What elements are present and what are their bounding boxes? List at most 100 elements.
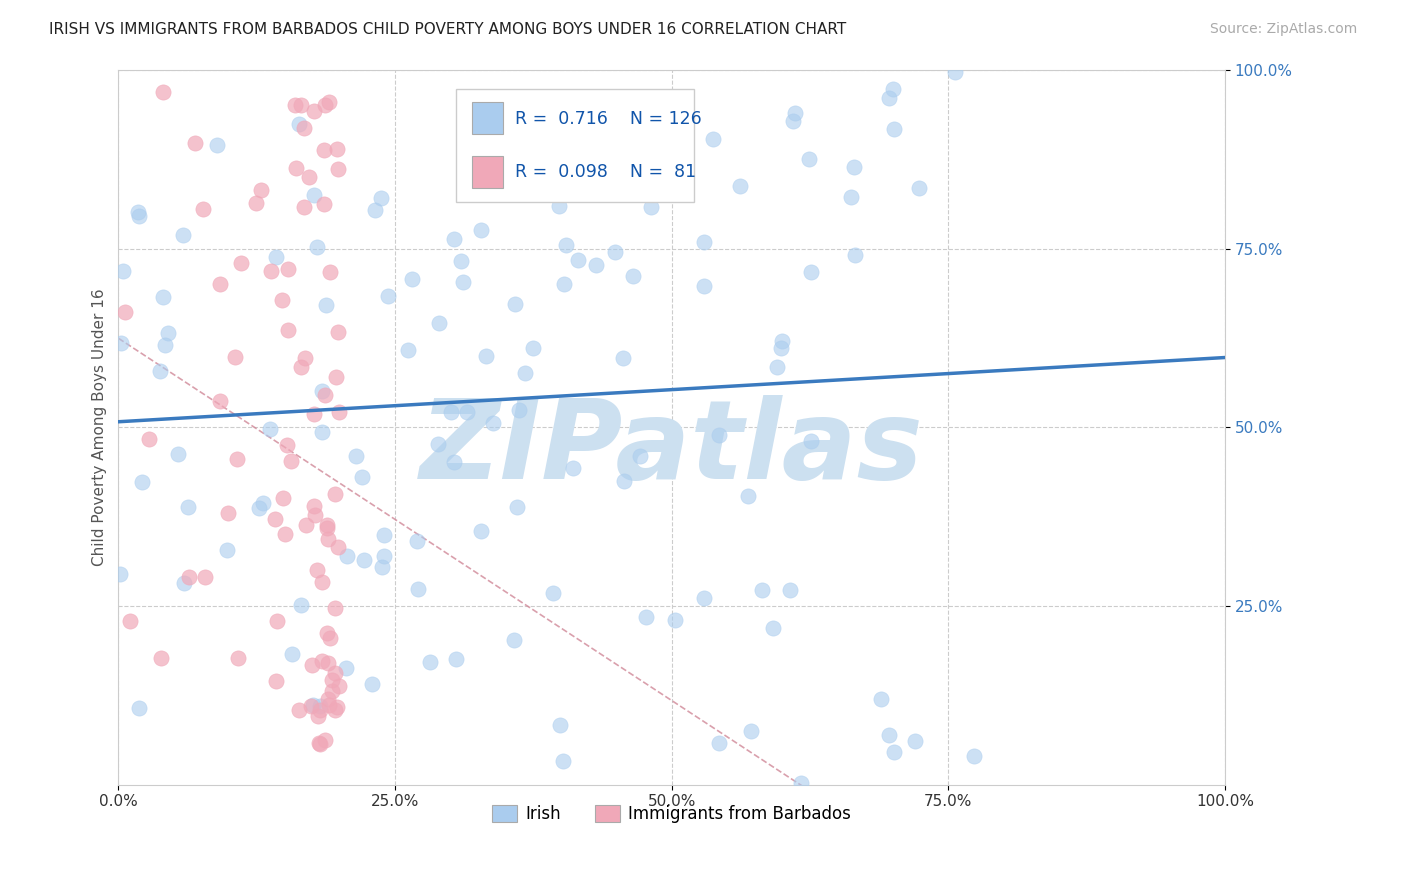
Point: [562, 460, 585, 475]
Point: [245, 196, 267, 211]
Point: [844, 248, 866, 262]
Point: [316, 532, 339, 546]
Point: [193, 202, 215, 217]
Point: [284, 97, 307, 112]
Point: [800, 265, 823, 279]
Point: [277, 262, 299, 277]
Point: [301, 657, 323, 672]
Point: [294, 351, 316, 365]
Point: [292, 200, 315, 214]
Point: [319, 265, 342, 279]
Point: [328, 679, 350, 693]
Point: [444, 652, 467, 666]
Point: [693, 235, 716, 249]
Point: [877, 728, 900, 742]
Point: [173, 576, 195, 591]
Point: [110, 335, 132, 350]
Point: [325, 369, 347, 384]
Point: [770, 334, 793, 348]
Point: [323, 665, 346, 680]
Point: [309, 703, 332, 717]
Point: [513, 366, 536, 380]
Point: [799, 152, 821, 166]
Point: [474, 349, 496, 363]
Point: [553, 754, 575, 768]
Point: [311, 384, 333, 398]
Point: [554, 238, 576, 252]
Point: [475, 145, 498, 160]
Point: [323, 487, 346, 501]
Point: [194, 569, 217, 583]
Point: [547, 199, 569, 213]
Point: [314, 98, 336, 112]
Point: [304, 508, 326, 523]
Point: [541, 586, 564, 600]
Point: [740, 724, 762, 739]
Point: [157, 326, 180, 340]
Point: [326, 162, 349, 177]
Point: [883, 122, 905, 136]
Point: [790, 776, 813, 790]
Point: [693, 279, 716, 293]
Point: [702, 131, 724, 145]
Point: [208, 393, 231, 408]
Point: [785, 105, 807, 120]
Point: [427, 316, 450, 330]
Point: [692, 591, 714, 605]
Point: [301, 698, 323, 712]
Point: [127, 204, 149, 219]
Point: [308, 736, 330, 750]
Point: [877, 90, 900, 104]
Point: [353, 553, 375, 567]
Point: [360, 677, 382, 691]
Point: [309, 698, 332, 713]
Point: [326, 325, 349, 339]
Bar: [472, 156, 503, 188]
Point: [344, 450, 367, 464]
Point: [707, 427, 730, 442]
Point: [634, 610, 657, 624]
Point: [184, 136, 207, 150]
Point: [247, 501, 270, 516]
Point: [149, 364, 172, 378]
Point: [312, 197, 335, 211]
Point: [943, 65, 966, 79]
Point: [114, 305, 136, 319]
Text: Source: ZipAtlas.com: Source: ZipAtlas.com: [1209, 22, 1357, 37]
Point: [276, 438, 298, 452]
Point: [439, 405, 461, 419]
Point: [271, 491, 294, 506]
Point: [737, 489, 759, 503]
Point: [427, 436, 450, 450]
Point: [548, 718, 571, 732]
Point: [588, 126, 610, 140]
Point: [264, 250, 287, 264]
Point: [585, 258, 607, 272]
Point: [373, 549, 395, 563]
Point: [314, 143, 336, 157]
Point: [177, 570, 200, 584]
Point: [302, 407, 325, 421]
Point: [319, 631, 342, 645]
Point: [152, 290, 174, 304]
Point: [311, 574, 333, 589]
Point: [264, 512, 287, 526]
Point: [869, 691, 891, 706]
Point: [298, 170, 321, 185]
Point: [326, 700, 349, 714]
Point: [569, 149, 592, 163]
Text: ZIPatlas: ZIPatlas: [420, 395, 924, 502]
Point: [266, 615, 288, 629]
Text: IRISH VS IMMIGRANTS FROM BARBADOS CHILD POVERTY AMONG BOYS UNDER 16 CORRELATION : IRISH VS IMMIGRANTS FROM BARBADOS CHILD …: [49, 22, 846, 37]
Point: [260, 263, 283, 277]
Point: [336, 549, 359, 563]
Point: [299, 699, 322, 714]
Point: [335, 661, 357, 675]
Point: [274, 527, 297, 541]
Point: [765, 359, 787, 374]
Point: [841, 190, 863, 204]
Point: [406, 533, 429, 548]
Point: [326, 142, 349, 156]
Point: [307, 239, 329, 253]
Point: [470, 223, 492, 237]
